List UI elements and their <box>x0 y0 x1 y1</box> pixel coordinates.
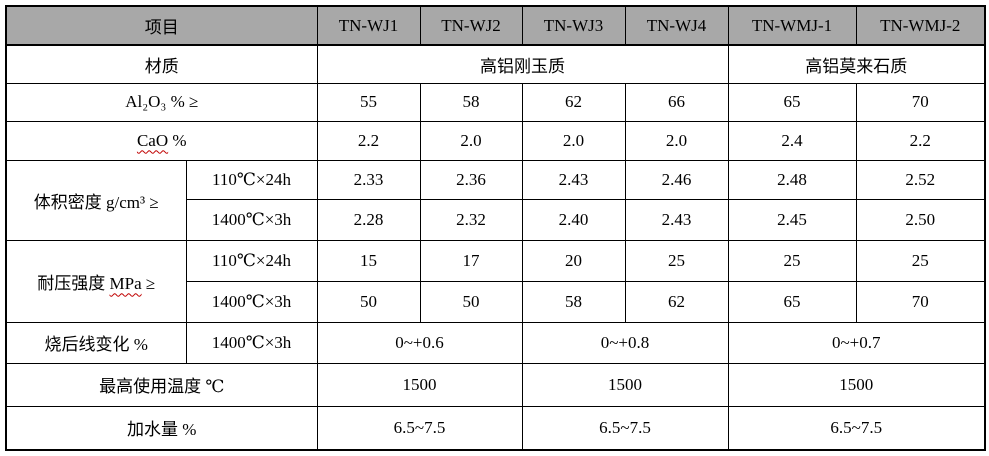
al2o3-value: 70 <box>855 82 986 122</box>
header-model-tn-wj4: TN-WJ4 <box>624 5 729 46</box>
linear-change-row: 烧后线变化 % 1400℃×3h 0~+0.6 0~+0.8 0~+0.7 <box>5 321 986 364</box>
cao-value: 2.0 <box>521 120 626 161</box>
cao-label-rest: % <box>168 130 187 150</box>
bulk-density-1400-value: 2.32 <box>419 198 523 241</box>
al2o3-label: Al₂O₃ % ≥ <box>5 82 318 122</box>
bulk-density-110-row: 体积密度 g/cm³ ≥ 110℃×24h 2.33 2.36 2.43 2.4… <box>5 159 986 241</box>
al2o3-value: 62 <box>521 82 626 122</box>
crushing-strength-110-value: 25 <box>727 239 857 282</box>
header-model-tn-wj3: TN-WJ3 <box>521 5 626 46</box>
crushing-strength-110-value: 25 <box>855 239 986 282</box>
crushing-strength-110-value: 25 <box>624 239 729 282</box>
al2o3-value: 55 <box>316 82 421 122</box>
crushing-strength-1400-value: 65 <box>727 280 857 323</box>
bulk-density-1400-value: 2.50 <box>855 198 986 241</box>
al2o3-value: 66 <box>624 82 729 122</box>
crushing-strength-label-pre: 耐压强度 <box>37 273 110 293</box>
max-service-temp-value: 1500 <box>727 362 986 407</box>
crushing-strength-1400-value: 58 <box>521 280 626 323</box>
water-addition-value: 6.5~7.5 <box>316 405 523 451</box>
cao-row: CaO % 2.2 2.0 2.0 2.0 2.4 2.2 <box>5 120 986 161</box>
al2o3-value: 58 <box>419 82 523 122</box>
max-service-temp-label: 最高使用温度 ℃ <box>5 362 318 407</box>
crushing-strength-condition-110: 110℃×24h <box>185 239 318 282</box>
water-addition-row: 加水量 % 6.5~7.5 6.5~7.5 6.5~7.5 <box>5 405 986 451</box>
bulk-density-condition-110: 110℃×24h <box>185 159 318 200</box>
cao-value: 2.2 <box>316 120 421 161</box>
linear-change-condition: 1400℃×3h <box>185 321 318 364</box>
crushing-strength-1400-value: 50 <box>316 280 421 323</box>
water-addition-label: 加水量 % <box>5 405 318 451</box>
bulk-density-110-value: 2.48 <box>727 159 857 200</box>
bulk-density-1400-value: 2.45 <box>727 198 857 241</box>
bulk-density-110-value: 2.36 <box>419 159 523 200</box>
bulk-density-1400-value: 2.43 <box>624 198 729 241</box>
cao-value: 2.0 <box>624 120 729 161</box>
material-label: 材质 <box>5 44 318 84</box>
cao-value: 2.4 <box>727 120 857 161</box>
bulk-density-1400-row: 1400℃×3h 2.28 2.32 2.40 2.43 2.45 2.50 <box>6 198 986 241</box>
cao-value: 2.2 <box>855 120 986 161</box>
header-model-tn-wj2: TN-WJ2 <box>419 5 523 46</box>
crushing-strength-110-value: 15 <box>316 239 421 282</box>
bulk-density-label: 体积密度 g/cm³ ≥ <box>5 159 187 241</box>
crushing-strength-110-row: 耐压强度 MPa ≥ 110℃×24h 15 17 20 25 25 25 <box>5 239 986 323</box>
material-row: 材质 高铝刚玉质 高铝莫来石质 <box>5 44 986 84</box>
crushing-strength-1400-value: 50 <box>419 280 523 323</box>
al2o3-row: Al₂O₃ % ≥ 55 58 62 66 65 70 <box>5 82 986 122</box>
crushing-strength-label-rest: ≥ <box>141 273 156 293</box>
crushing-strength-label-wavy: MPa <box>109 273 142 293</box>
water-addition-value: 6.5~7.5 <box>521 405 729 451</box>
bulk-density-110-value: 2.52 <box>855 159 986 200</box>
bulk-density-110-value: 2.46 <box>624 159 729 200</box>
cao-label-wavy: CaO <box>136 130 169 150</box>
bulk-density-110-value: 2.33 <box>316 159 421 200</box>
header-model-tn-wj1: TN-WJ1 <box>316 5 421 46</box>
header-item-label: 项目 <box>5 5 318 46</box>
al2o3-value: 65 <box>727 82 857 122</box>
header-model-tn-wmj-2: TN-WMJ-2 <box>855 5 986 46</box>
crushing-strength-condition-1400: 1400℃×3h <box>185 280 318 323</box>
linear-change-value: 0~+0.8 <box>521 321 729 364</box>
crushing-strength-1400-value: 62 <box>624 280 729 323</box>
cao-value: 2.0 <box>419 120 523 161</box>
crushing-strength-label: 耐压强度 MPa ≥ <box>5 239 187 323</box>
linear-change-value: 0~+0.6 <box>316 321 523 364</box>
max-service-temp-row: 最高使用温度 ℃ 1500 1500 1500 <box>5 362 986 407</box>
table-header-row: 项目 TN-WJ1 TN-WJ2 TN-WJ3 TN-WJ4 TN-WMJ-1 … <box>5 5 986 46</box>
crushing-strength-110-value: 17 <box>419 239 523 282</box>
bulk-density-110-value: 2.43 <box>521 159 626 200</box>
linear-change-label: 烧后线变化 % <box>5 321 187 364</box>
crushing-strength-1400-row: 1400℃×3h 50 50 58 62 65 70 <box>6 280 986 323</box>
crushing-strength-1400-value: 70 <box>855 280 986 323</box>
header-model-tn-wmj-1: TN-WMJ-1 <box>727 5 857 46</box>
crushing-strength-110-value: 20 <box>521 239 626 282</box>
bulk-density-1400-value: 2.28 <box>316 198 421 241</box>
material-mullite: 高铝莫来石质 <box>727 44 986 84</box>
max-service-temp-value: 1500 <box>521 362 729 407</box>
bulk-density-condition-1400: 1400℃×3h <box>185 198 318 241</box>
bulk-density-1400-value: 2.40 <box>521 198 626 241</box>
spec-table: 项目 TN-WJ1 TN-WJ2 TN-WJ3 TN-WJ4 TN-WMJ-1 … <box>5 5 986 451</box>
water-addition-value: 6.5~7.5 <box>727 405 986 451</box>
material-corundum: 高铝刚玉质 <box>316 44 729 84</box>
max-service-temp-value: 1500 <box>316 362 523 407</box>
cao-label: CaO % <box>5 120 318 161</box>
linear-change-value: 0~+0.7 <box>727 321 986 364</box>
